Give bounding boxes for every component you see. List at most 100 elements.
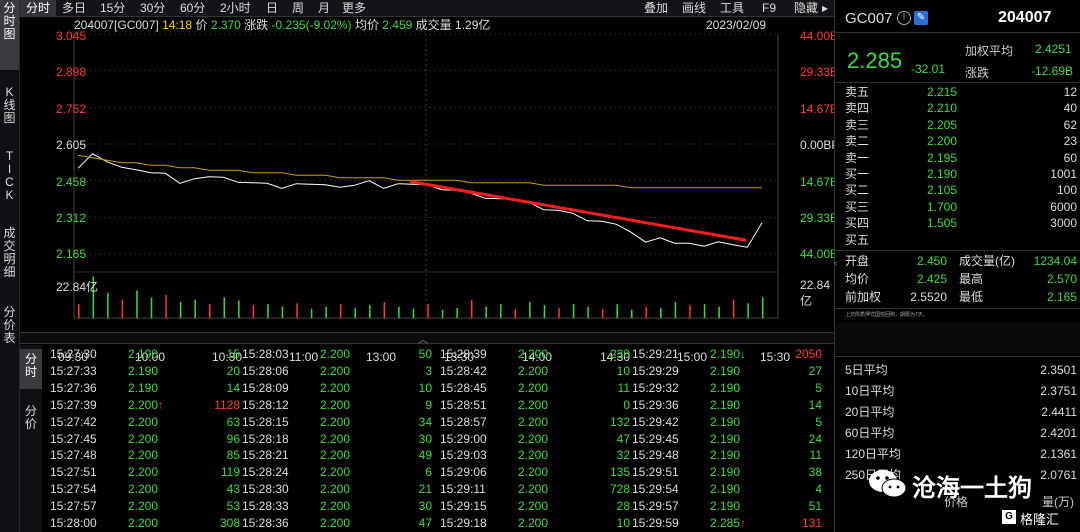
- book-level-label: 卖二: [845, 134, 870, 149]
- tick-volume: 24: [808, 431, 822, 446]
- volume-bar: [179, 301, 182, 318]
- tab-30min[interactable]: 30分: [140, 1, 166, 15]
- order-book-row[interactable]: 买四 1.505 3000: [845, 215, 1077, 232]
- panel-splitter[interactable]: ︿: [20, 332, 834, 346]
- order-book-row[interactable]: 买二 2.105 100: [845, 182, 1077, 199]
- overlay-button[interactable]: 叠加: [644, 1, 669, 15]
- stat-value: 2.165: [1046, 290, 1077, 304]
- order-book-row[interactable]: 卖五 2.215 12: [845, 84, 1077, 101]
- brand-name: 格隆汇: [1020, 512, 1060, 527]
- tick-volume: 32: [616, 448, 630, 463]
- tick-price: 2.200: [128, 499, 159, 514]
- volume-bar: [296, 303, 298, 318]
- stat-value: 2.570: [1046, 272, 1077, 286]
- tick-time: 15:28:30: [242, 482, 289, 497]
- tab-15min[interactable]: 15分: [100, 1, 126, 15]
- stat-value: 2.450: [916, 254, 947, 268]
- volume-bar: [107, 292, 109, 318]
- order-book-row[interactable]: 卖二 2.200 23: [845, 133, 1077, 150]
- y-right-tick: 0.00BP: [800, 138, 840, 152]
- book-price: 2.215: [926, 85, 957, 99]
- tick-volume: 6: [425, 465, 432, 480]
- tab-multiday[interactable]: 多日: [62, 1, 87, 15]
- order-book-row[interactable]: 买一 2.190 1001: [845, 166, 1077, 183]
- tab-month[interactable]: 月: [318, 1, 331, 15]
- tick-price: 2.200: [320, 482, 351, 497]
- tick-price: 2.200: [518, 380, 549, 395]
- book-volume: 62: [1063, 117, 1077, 132]
- order-book-row[interactable]: 买五: [845, 232, 1077, 249]
- sidebar-item-timeshare[interactable]: 分 时 图: [0, 0, 19, 70]
- wavg-value: 2.4251: [1035, 42, 1072, 56]
- tick-volume: 51: [808, 499, 822, 514]
- volume-bar: [398, 306, 400, 318]
- tick-time: 15:28:45: [440, 380, 487, 395]
- stat-value: 1234.04: [1033, 254, 1077, 268]
- stat-label: 前加权: [845, 290, 882, 304]
- tick-time: 15:27:57: [50, 499, 97, 514]
- tick-volume: 85: [226, 448, 240, 463]
- tab-day[interactable]: 日: [266, 1, 279, 15]
- wavg-label: 加权平均: [965, 44, 1014, 58]
- timeshare-chart[interactable]: 3.045 2.898 2.752 2.605 2.458 2.312 2.16…: [20, 29, 846, 364]
- tick-price: 2.190: [128, 380, 159, 395]
- tick-time: 15:29:45: [632, 431, 679, 446]
- tick-price: 2.200: [518, 448, 549, 463]
- tick-price: 2.190: [710, 499, 741, 514]
- tick-time: 15:27:33: [50, 363, 97, 378]
- avg-price-line: [77, 154, 762, 189]
- tab-more[interactable]: 更多: [342, 1, 367, 15]
- tick-volume: 15: [226, 347, 240, 361]
- tools-button[interactable]: 工具: [720, 1, 745, 15]
- volume-axis-label-right: 22.84亿: [800, 278, 831, 308]
- volume-bar: [383, 301, 386, 318]
- tick-price: 2.200: [320, 465, 351, 480]
- collapse-icon[interactable]: ▸: [822, 1, 829, 15]
- tick-time: 15:27:42: [50, 414, 97, 429]
- change-label: 涨跌: [965, 66, 990, 80]
- edit-icon[interactable]: ✎: [914, 11, 928, 25]
- tab-week[interactable]: 周: [292, 1, 305, 15]
- stat-value: 2.425: [916, 272, 947, 286]
- tick-time: 15:28:33: [242, 499, 289, 514]
- sidebar-item-deals[interactable]: 成 交 明 细: [3, 226, 16, 279]
- sidebar-item-tick[interactable]: T I C K: [5, 149, 14, 202]
- tick-price: 2.190: [710, 380, 741, 395]
- expand-arrow-icon[interactable]: ‹: [834, 258, 838, 269]
- tick-volume: 308: [219, 516, 240, 530]
- tab-60min[interactable]: 60分: [180, 1, 206, 15]
- tick-volume: 43: [226, 482, 240, 497]
- tab-timeshare[interactable]: 分时: [20, 0, 56, 17]
- f9-button[interactable]: F9: [762, 1, 777, 15]
- draw-line-button[interactable]: 画线: [682, 1, 707, 15]
- stats-row: 均价 2.425 最高 2.570: [845, 271, 1077, 288]
- tick-price: 2.190: [710, 414, 741, 429]
- book-volume: 1001: [1050, 167, 1077, 181]
- volume-bar: [252, 305, 255, 318]
- ma-value: 2.3751: [1040, 384, 1077, 398]
- volume-bar: [412, 308, 415, 318]
- volume-bar: [194, 299, 196, 318]
- order-book-row[interactable]: 买三 1.700 6000: [845, 199, 1077, 216]
- ma-label: 5日平均: [845, 363, 888, 377]
- chevron-icon[interactable]: ︿: [418, 335, 428, 346]
- info-icon[interactable]: !: [897, 11, 911, 25]
- book-level-label: 卖一: [845, 150, 870, 165]
- tick-volume: 728: [609, 482, 630, 497]
- tick-price: 2.200: [320, 499, 351, 514]
- order-book-row[interactable]: 卖四 2.210 40: [845, 100, 1077, 117]
- sidebar-item-kline[interactable]: K 线 图: [3, 85, 16, 125]
- hide-button[interactable]: 隐藏: [794, 1, 819, 15]
- book-volume: 100: [1056, 183, 1077, 198]
- order-book-row[interactable]: 卖一 2.195 60: [845, 150, 1077, 167]
- tab-tick-time[interactable]: 分 时: [20, 349, 42, 389]
- tick-price: 2.200: [518, 431, 549, 446]
- tab-tick-price[interactable]: 分 价: [24, 404, 37, 431]
- tick-time: 15:27:48: [50, 448, 97, 463]
- chart-svg: [73, 33, 779, 319]
- stat-value: 2.5520: [910, 290, 947, 304]
- tab-2hour[interactable]: 2小时: [220, 1, 251, 15]
- ma-row: 5日平均 2.3501: [845, 362, 1077, 379]
- sidebar-item-price-table[interactable]: 分 价 表: [3, 305, 16, 345]
- order-book-row[interactable]: 卖三 2.205 62: [845, 117, 1077, 134]
